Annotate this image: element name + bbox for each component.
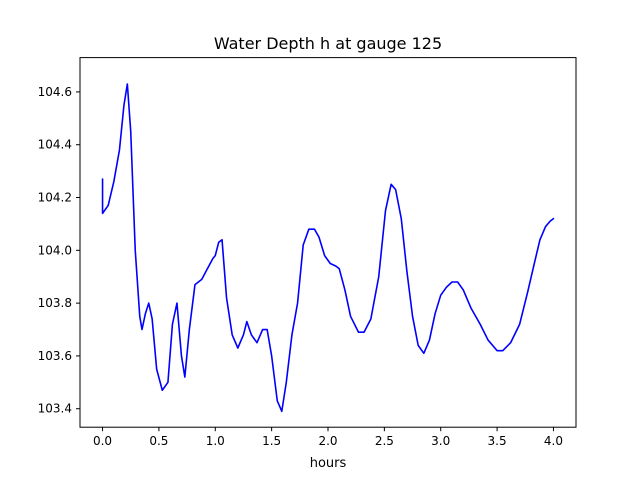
x-tick-label: 0.0 xyxy=(93,434,112,448)
y-axis: 103.4 103.6 103.8 104.0 104.2 104.4 104.6 xyxy=(38,85,80,416)
x-tick-label: 2.5 xyxy=(375,434,394,448)
x-tick-label: 3.0 xyxy=(431,434,450,448)
x-tick-label: 4.0 xyxy=(544,434,563,448)
series-line-0 xyxy=(101,83,555,413)
y-tick-label: 104.0 xyxy=(38,243,72,257)
y-tick-label: 103.6 xyxy=(38,349,72,363)
x-axis: 0.0 0.5 1.0 1.5 2.0 2.5 3.0 3.5 4.0 xyxy=(93,427,563,448)
y-tick-label: 104.4 xyxy=(38,138,72,152)
x-axis-label: hours xyxy=(310,456,347,471)
y-tick-label: 103.4 xyxy=(38,402,72,416)
x-tick-label: 1.5 xyxy=(262,434,281,448)
x-tick-label: 1.0 xyxy=(206,434,225,448)
y-tick-label: 103.8 xyxy=(38,296,72,310)
series-layer xyxy=(101,83,555,413)
y-tick-label: 104.2 xyxy=(38,191,72,205)
x-tick-label: 2.0 xyxy=(318,434,337,448)
x-tick-label: 3.5 xyxy=(488,434,507,448)
chart-title: Water Depth h at gauge 125 xyxy=(214,34,442,53)
y-tick-label: 104.6 xyxy=(38,85,72,99)
x-tick-label: 0.5 xyxy=(149,434,168,448)
